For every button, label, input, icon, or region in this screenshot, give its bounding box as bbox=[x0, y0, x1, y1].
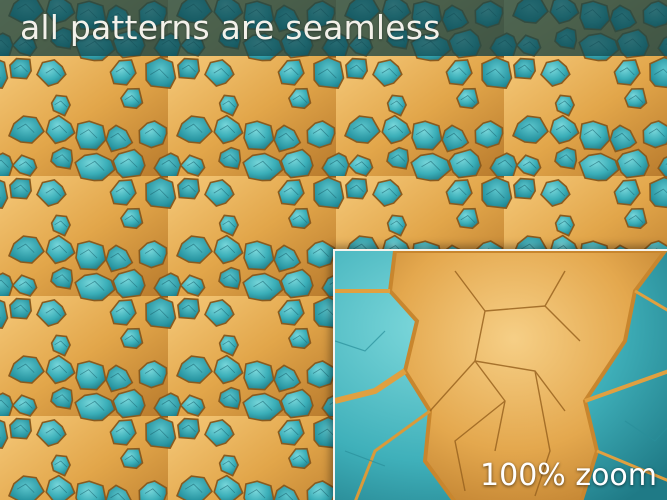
zoom-label: 100% zoom bbox=[480, 458, 657, 493]
zoom-inset: 100% zoom bbox=[333, 249, 667, 500]
banner-title: all patterns are seamless bbox=[20, 8, 441, 47]
title-banner: all patterns are seamless bbox=[0, 0, 667, 56]
zoom-inset-texture bbox=[335, 251, 667, 500]
